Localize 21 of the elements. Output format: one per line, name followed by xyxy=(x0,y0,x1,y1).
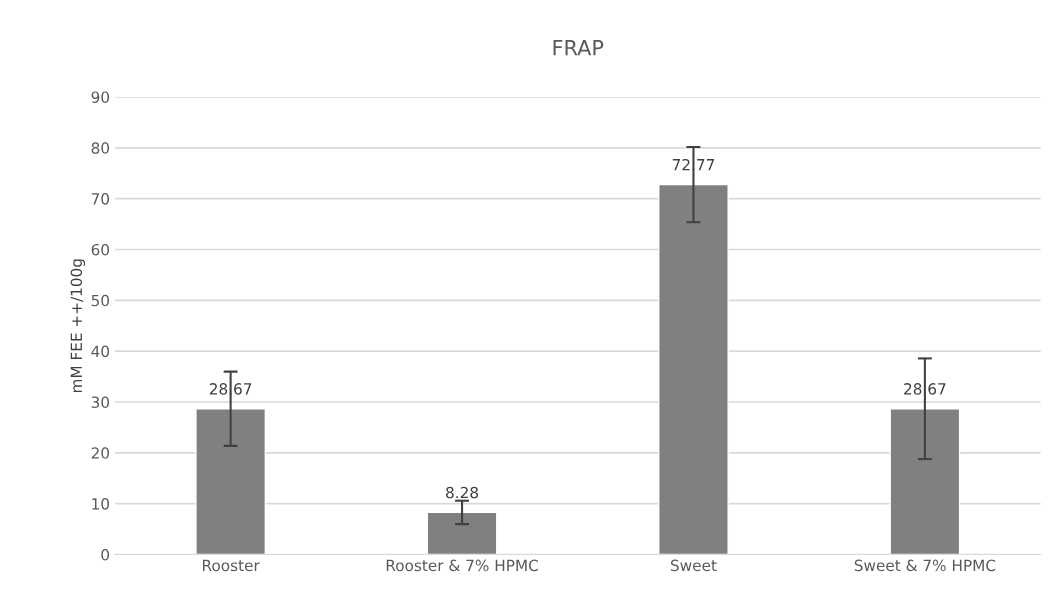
y-tick-label: 60 xyxy=(91,243,110,256)
bar xyxy=(426,511,498,555)
x-tick-label: Rooster xyxy=(202,559,260,572)
x-tick-label: Sweet & 7% HPMC xyxy=(854,559,996,572)
data-label: 8.28 xyxy=(446,486,479,499)
x-tick-label: Sweet xyxy=(670,559,717,572)
y-tick-label: 30 xyxy=(91,396,110,408)
y-tick-label: 80 xyxy=(91,142,110,154)
bar xyxy=(195,408,267,555)
x-tick-label: Rooster & 7% HPMC xyxy=(386,559,538,572)
y-tick-label: 0 xyxy=(101,548,110,561)
y-tick-label: 40 xyxy=(91,345,110,358)
bar xyxy=(889,408,961,555)
bar xyxy=(658,183,729,555)
y-tick-label: 90 xyxy=(91,91,110,103)
chart-title: FRAP xyxy=(553,40,604,56)
y-tick-label: 10 xyxy=(92,498,110,510)
y-tick-label: 70 xyxy=(91,193,110,205)
y-axis-title: mM FEE ++/100g xyxy=(70,259,86,393)
y-tick-label: 50 xyxy=(91,294,110,307)
y-tick-label: 20 xyxy=(91,447,110,459)
